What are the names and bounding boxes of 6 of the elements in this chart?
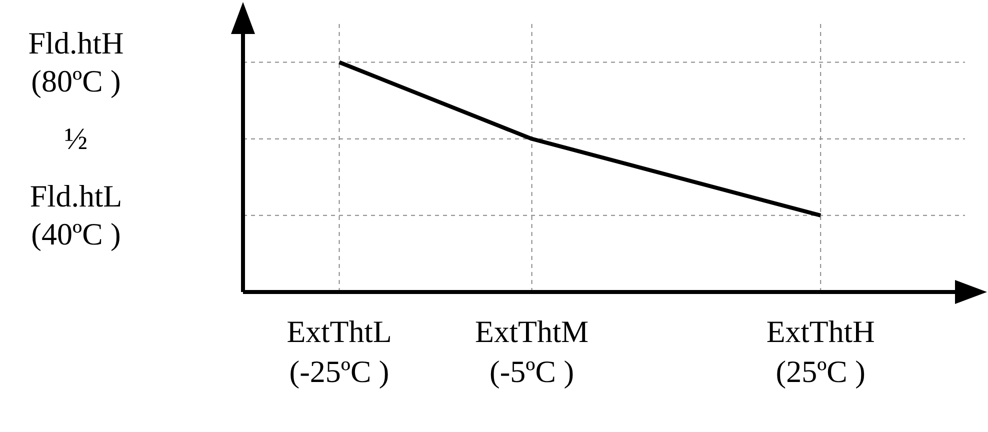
y-tick-label: Fld.htH (80ºC ): [28, 25, 124, 98]
x-tick-label: ExtThtH (25ºC ): [766, 314, 875, 389]
x-tick-label: ExtThtM (-5ºC ): [474, 314, 589, 389]
y-tick-label: ½: [64, 120, 88, 156]
x-tick-label: ExtThtL (-25ºC ): [286, 314, 392, 389]
y-tick-label: Fld.htL (40ºC ): [30, 178, 122, 252]
